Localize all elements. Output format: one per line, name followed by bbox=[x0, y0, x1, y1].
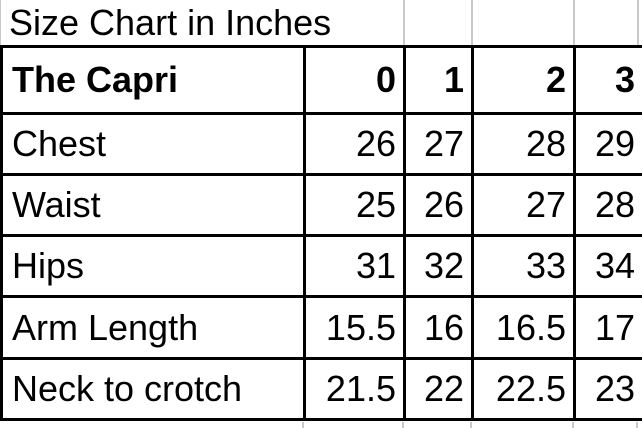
table-row-hips: Hips 31 32 33 34 bbox=[0, 234, 642, 298]
gridline-stub bbox=[470, 422, 472, 428]
gridline-vertical bbox=[0, 0, 1, 45]
row-label-cell[interactable]: Hips bbox=[0, 234, 306, 298]
value-cell[interactable]: 26 bbox=[403, 173, 474, 237]
row-label-cell[interactable]: Neck to crotch bbox=[0, 357, 306, 421]
value-cell[interactable]: 25 bbox=[303, 173, 406, 237]
value-cell[interactable]: 29 bbox=[573, 112, 642, 176]
header-size-cell[interactable]: 2 bbox=[471, 45, 576, 115]
row-label-cell[interactable]: Chest bbox=[0, 112, 306, 176]
gridline-vertical bbox=[573, 0, 575, 45]
value-cell[interactable]: 26 bbox=[303, 112, 406, 176]
gridline-vertical bbox=[403, 0, 405, 45]
sheet-title-cell[interactable]: Size Chart in Inches bbox=[0, 0, 331, 45]
header-product-cell[interactable]: The Capri bbox=[0, 45, 306, 115]
header-row: The Capri 0 1 2 3 bbox=[0, 45, 642, 115]
value-cell[interactable]: 17 bbox=[573, 295, 642, 360]
value-cell[interactable]: 27 bbox=[471, 173, 576, 237]
value-cell[interactable]: 31 bbox=[303, 234, 406, 298]
value-cell[interactable]: 33 bbox=[471, 234, 576, 298]
gridline-vertical bbox=[637, 0, 639, 45]
value-cell[interactable]: 28 bbox=[573, 173, 642, 237]
row-label-cell[interactable]: Waist bbox=[0, 173, 306, 237]
sheet-title: Size Chart in Inches bbox=[9, 1, 332, 43]
row-label-cell[interactable]: Arm Length bbox=[0, 295, 306, 360]
gridline-vertical bbox=[471, 0, 473, 45]
value-cell[interactable]: 27 bbox=[403, 112, 474, 176]
title-row: Size Chart in Inches bbox=[0, 0, 642, 45]
bottom-gridline-strip bbox=[0, 421, 642, 428]
value-cell[interactable]: 22 bbox=[403, 357, 474, 421]
header-size-cell[interactable]: 3 bbox=[573, 45, 642, 115]
header-size-cell[interactable]: 1 bbox=[403, 45, 474, 115]
value-cell[interactable]: 32 bbox=[403, 234, 474, 298]
gridline-stub bbox=[302, 422, 304, 428]
value-cell[interactable]: 28 bbox=[471, 112, 576, 176]
size-chart-table: The Capri 0 1 2 3 Chest 26 27 28 29 Wais… bbox=[0, 45, 642, 421]
value-cell[interactable]: 15.5 bbox=[303, 295, 406, 360]
value-cell[interactable]: 22.5 bbox=[471, 357, 576, 421]
table-row-waist: Waist 25 26 27 28 bbox=[0, 173, 642, 237]
header-size-cell[interactable]: 0 bbox=[303, 45, 406, 115]
gridline-stub bbox=[572, 422, 574, 428]
table-row-neck-to-crotch: Neck to crotch 21.5 22 22.5 23 bbox=[0, 357, 642, 421]
value-cell[interactable]: 34 bbox=[573, 234, 642, 298]
value-cell[interactable]: 16.5 bbox=[471, 295, 576, 360]
table-row-chest: Chest 26 27 28 29 bbox=[0, 112, 642, 176]
value-cell[interactable]: 23 bbox=[573, 357, 642, 421]
table-row-arm-length: Arm Length 15.5 16 16.5 17 bbox=[0, 295, 642, 360]
gridline-stub bbox=[402, 422, 404, 428]
gridline-stub bbox=[636, 422, 638, 428]
value-cell[interactable]: 16 bbox=[403, 295, 474, 360]
value-cell[interactable]: 21.5 bbox=[303, 357, 406, 421]
